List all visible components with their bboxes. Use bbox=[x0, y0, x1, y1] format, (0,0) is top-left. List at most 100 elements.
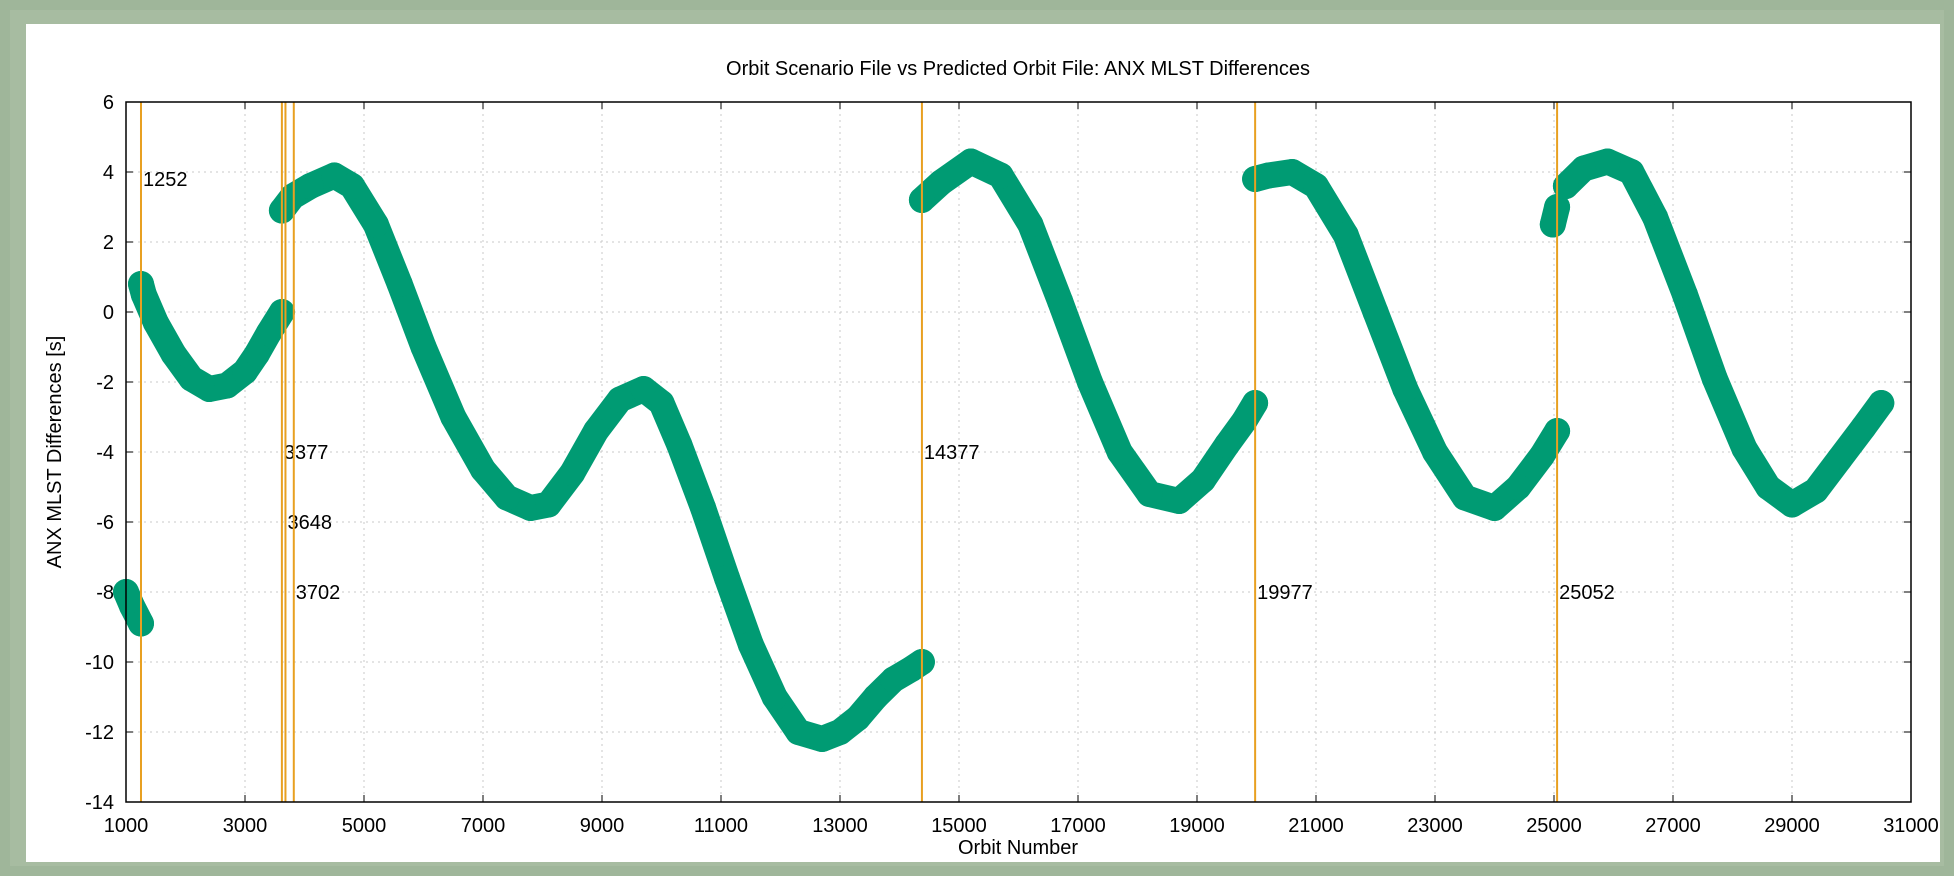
data-point bbox=[648, 390, 675, 416]
chart-panel: 1252 3377 3648 3702 14377 19977 25052 1000 3000… bbox=[26, 24, 1940, 862]
data-point bbox=[630, 376, 657, 402]
data-point bbox=[827, 719, 853, 745]
data-point bbox=[690, 495, 717, 521]
y-tick-label: -4 bbox=[96, 442, 114, 464]
data-point bbox=[957, 148, 984, 175]
data-point bbox=[559, 460, 586, 486]
data-point bbox=[1570, 155, 1597, 182]
data-point bbox=[1802, 477, 1829, 504]
chart-title: Orbit Scenario File vs Predicted Orbit F… bbox=[726, 58, 1310, 80]
data-point bbox=[142, 309, 169, 336]
x-tick-label: 21000 bbox=[1288, 815, 1344, 837]
data-point bbox=[987, 162, 1014, 189]
y-tick-label: -12 bbox=[85, 722, 114, 744]
data-point bbox=[714, 565, 740, 591]
data-point bbox=[440, 404, 467, 430]
event-lines: 1252 3377 3648 3702 14377 19977 25052 bbox=[139, 102, 1615, 802]
x-tick-label: 11000 bbox=[694, 815, 748, 837]
x-tick-label: 1000 bbox=[104, 815, 149, 837]
data-point bbox=[1362, 299, 1389, 325]
data-point bbox=[1106, 439, 1133, 465]
x-tick-label: 15000 bbox=[931, 815, 987, 837]
data-point bbox=[535, 491, 562, 518]
x-tick-label: 9000 bbox=[580, 815, 625, 837]
data-point bbox=[761, 684, 788, 710]
data-point bbox=[1671, 281, 1698, 308]
data-point bbox=[1047, 288, 1074, 315]
y-tick-label: -2 bbox=[96, 372, 114, 394]
chart-frame: 1252 3377 3648 3702 14377 19977 25052 1000 3000… bbox=[10, 10, 1944, 866]
data-point bbox=[1166, 488, 1193, 514]
data-point bbox=[1505, 474, 1532, 500]
y-axis-label: ANX MLST Differences [s] bbox=[44, 336, 66, 569]
grid-lines bbox=[125, 101, 1912, 803]
data-point bbox=[1481, 495, 1508, 521]
data-point bbox=[1701, 365, 1728, 392]
event-label: 3702 bbox=[296, 582, 341, 604]
data-point bbox=[1731, 435, 1758, 462]
y-tick-label: -14 bbox=[85, 792, 114, 814]
data-point bbox=[606, 386, 633, 413]
data-point bbox=[1850, 414, 1877, 441]
anx-mlst-chart: 1252 3377 3648 3702 14377 19977 25052 1000 3000… bbox=[44, 58, 1939, 859]
x-tick-label: 5000 bbox=[342, 815, 387, 837]
data-point bbox=[1255, 162, 1282, 189]
x-axis-label: Orbit Number bbox=[958, 837, 1078, 859]
y-tick-label: -10 bbox=[85, 652, 114, 674]
x-tick-label: 27000 bbox=[1645, 815, 1701, 837]
y-tick-label: 4 bbox=[103, 162, 114, 184]
x-tick-label: 17000 bbox=[1050, 815, 1106, 837]
x-tick-label: 25000 bbox=[1526, 815, 1582, 837]
data-point bbox=[470, 456, 496, 483]
data-point bbox=[928, 169, 955, 196]
data-point bbox=[1642, 204, 1669, 231]
x-tick-label: 3000 bbox=[223, 815, 268, 837]
y-tick-label: 6 bbox=[103, 92, 114, 114]
event-label: 19977 bbox=[1257, 582, 1313, 604]
data-point bbox=[1868, 390, 1895, 416]
data-point bbox=[160, 341, 187, 367]
x-tick-label: 19000 bbox=[1169, 815, 1225, 837]
data-point bbox=[255, 320, 282, 346]
data-point bbox=[1618, 159, 1645, 185]
data-point bbox=[862, 684, 889, 710]
data-point bbox=[362, 211, 389, 238]
data-point bbox=[1779, 491, 1805, 518]
data-point bbox=[243, 341, 270, 367]
y-tick-label: 0 bbox=[103, 302, 114, 324]
data-point bbox=[1017, 211, 1044, 238]
x-tick-label: 31000 bbox=[1883, 815, 1939, 837]
data-point bbox=[1422, 439, 1448, 465]
x-tick-label: 7000 bbox=[461, 815, 506, 837]
event-label: 3377 bbox=[284, 442, 329, 464]
data-point bbox=[1826, 446, 1853, 472]
data-point bbox=[666, 432, 693, 458]
data-point bbox=[785, 719, 812, 745]
data-point bbox=[1594, 148, 1621, 175]
data-point bbox=[1076, 369, 1103, 395]
data-point bbox=[1303, 173, 1329, 199]
y-tick-label: -8 bbox=[96, 582, 114, 604]
data-point bbox=[410, 334, 437, 360]
data-point bbox=[1451, 484, 1478, 511]
data-point bbox=[1136, 481, 1163, 507]
data-point bbox=[214, 372, 241, 399]
data-series bbox=[113, 148, 1895, 752]
data-point bbox=[844, 705, 871, 731]
y-tick-labels: 6 4 2 0 -2 -4 -6 -8 -10 -12 -14 bbox=[85, 92, 114, 814]
data-point bbox=[1392, 376, 1419, 402]
x-tick-labels: 1000 3000 5000 7000 9000 11000 13000 15000 17000… bbox=[104, 815, 1939, 837]
y-tick-label: 2 bbox=[103, 232, 114, 254]
data-point bbox=[1279, 159, 1306, 185]
event-label: 14377 bbox=[924, 442, 980, 464]
data-point bbox=[1529, 442, 1556, 469]
data-point bbox=[386, 271, 413, 297]
data-point bbox=[1332, 222, 1359, 248]
x-tick-label: 29000 bbox=[1764, 815, 1820, 837]
x-tick-label: 13000 bbox=[812, 815, 868, 837]
y-tick-label: -6 bbox=[96, 512, 114, 534]
data-point bbox=[1190, 467, 1216, 493]
data-point bbox=[339, 173, 366, 199]
data-point bbox=[1552, 173, 1579, 199]
data-point bbox=[737, 631, 764, 658]
